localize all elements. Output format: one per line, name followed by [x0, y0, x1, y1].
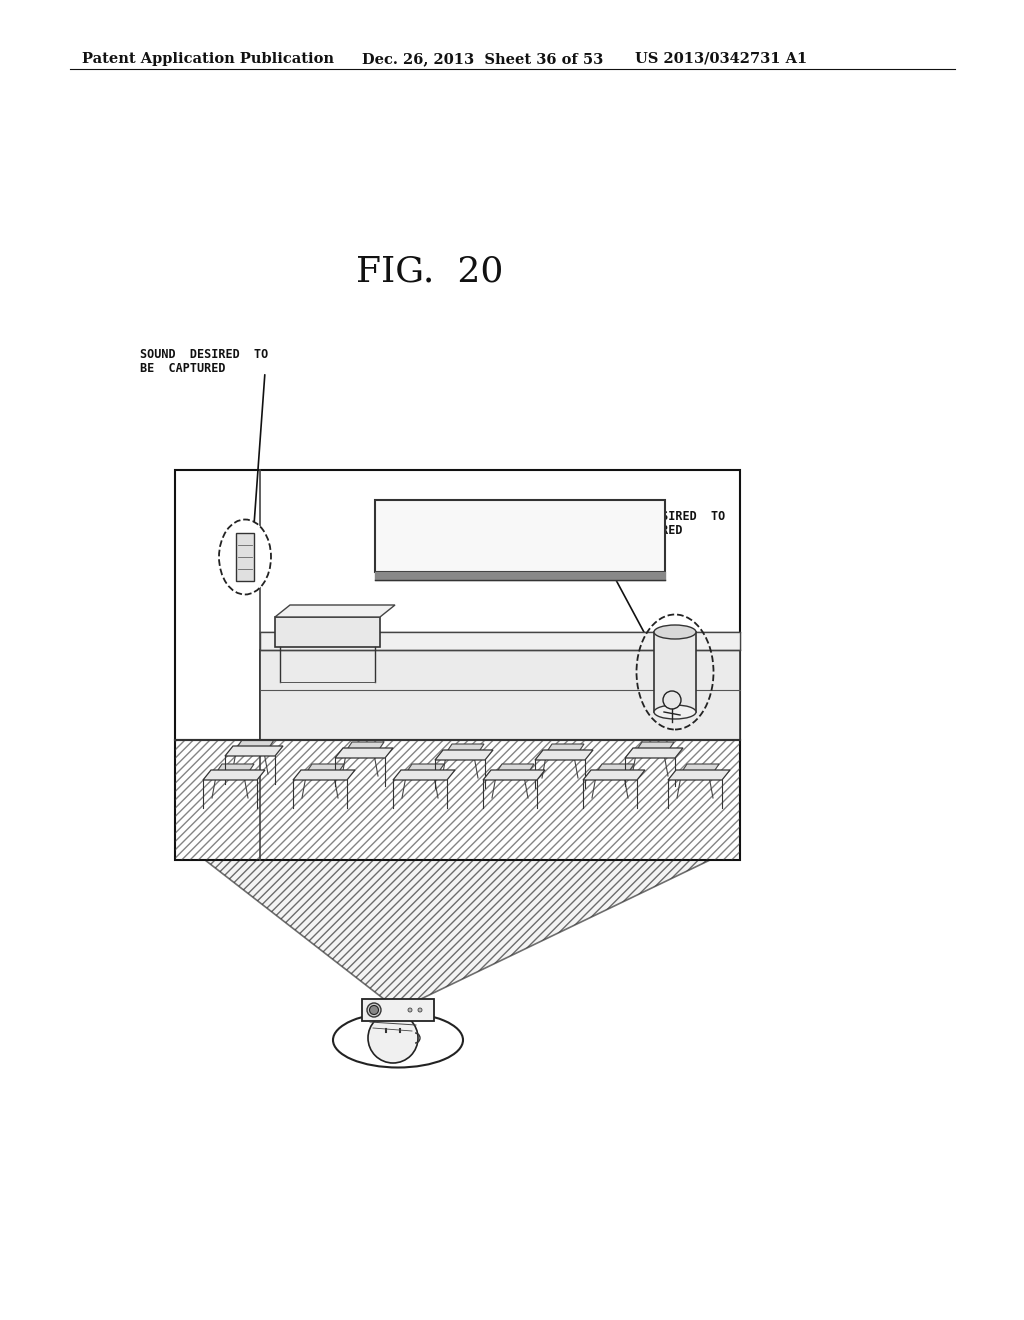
Bar — [362, 999, 434, 1020]
Bar — [260, 649, 740, 741]
Polygon shape — [214, 764, 254, 776]
Ellipse shape — [219, 520, 271, 594]
Polygon shape — [634, 742, 674, 754]
Bar — [275, 616, 380, 647]
Bar — [654, 632, 696, 711]
Polygon shape — [544, 744, 584, 756]
Polygon shape — [494, 764, 534, 776]
Polygon shape — [435, 750, 493, 760]
Bar — [260, 632, 740, 649]
Text: SOUND  DESIRED  TO: SOUND DESIRED TO — [140, 348, 268, 360]
Ellipse shape — [654, 705, 696, 719]
Polygon shape — [234, 741, 274, 752]
Circle shape — [408, 1008, 412, 1012]
Circle shape — [370, 1006, 379, 1015]
Text: BE  CAPTURED: BE CAPTURED — [597, 524, 683, 537]
Polygon shape — [225, 746, 283, 756]
Text: Dec. 26, 2013  Sheet 36 of 53: Dec. 26, 2013 Sheet 36 of 53 — [362, 51, 603, 66]
Text: US 2013/0342731 A1: US 2013/0342731 A1 — [635, 51, 807, 66]
Polygon shape — [583, 770, 645, 780]
Polygon shape — [203, 770, 265, 780]
Circle shape — [663, 690, 681, 709]
Circle shape — [367, 1003, 381, 1016]
Text: Patent Application Publication: Patent Application Publication — [82, 51, 334, 66]
Polygon shape — [444, 744, 484, 756]
Circle shape — [418, 1008, 422, 1012]
Polygon shape — [393, 770, 455, 780]
Bar — [175, 741, 740, 861]
Polygon shape — [205, 861, 710, 1010]
Polygon shape — [344, 742, 384, 754]
Polygon shape — [483, 770, 545, 780]
Ellipse shape — [654, 624, 696, 639]
Polygon shape — [625, 748, 683, 758]
Polygon shape — [335, 748, 393, 758]
Circle shape — [368, 1012, 418, 1063]
Polygon shape — [293, 770, 355, 780]
Text: SOUND  DESIRED  TO: SOUND DESIRED TO — [597, 510, 725, 523]
Polygon shape — [594, 764, 634, 776]
Bar — [375, 500, 665, 572]
Text: BE  CAPTURED: BE CAPTURED — [140, 362, 225, 375]
Polygon shape — [404, 764, 444, 776]
Polygon shape — [535, 750, 593, 760]
Ellipse shape — [333, 1012, 463, 1068]
Polygon shape — [275, 605, 395, 616]
Polygon shape — [668, 770, 730, 780]
Bar — [175, 470, 740, 861]
Polygon shape — [679, 764, 719, 776]
Text: FIG.  20: FIG. 20 — [356, 255, 504, 289]
Polygon shape — [304, 764, 344, 776]
Bar — [236, 533, 254, 581]
